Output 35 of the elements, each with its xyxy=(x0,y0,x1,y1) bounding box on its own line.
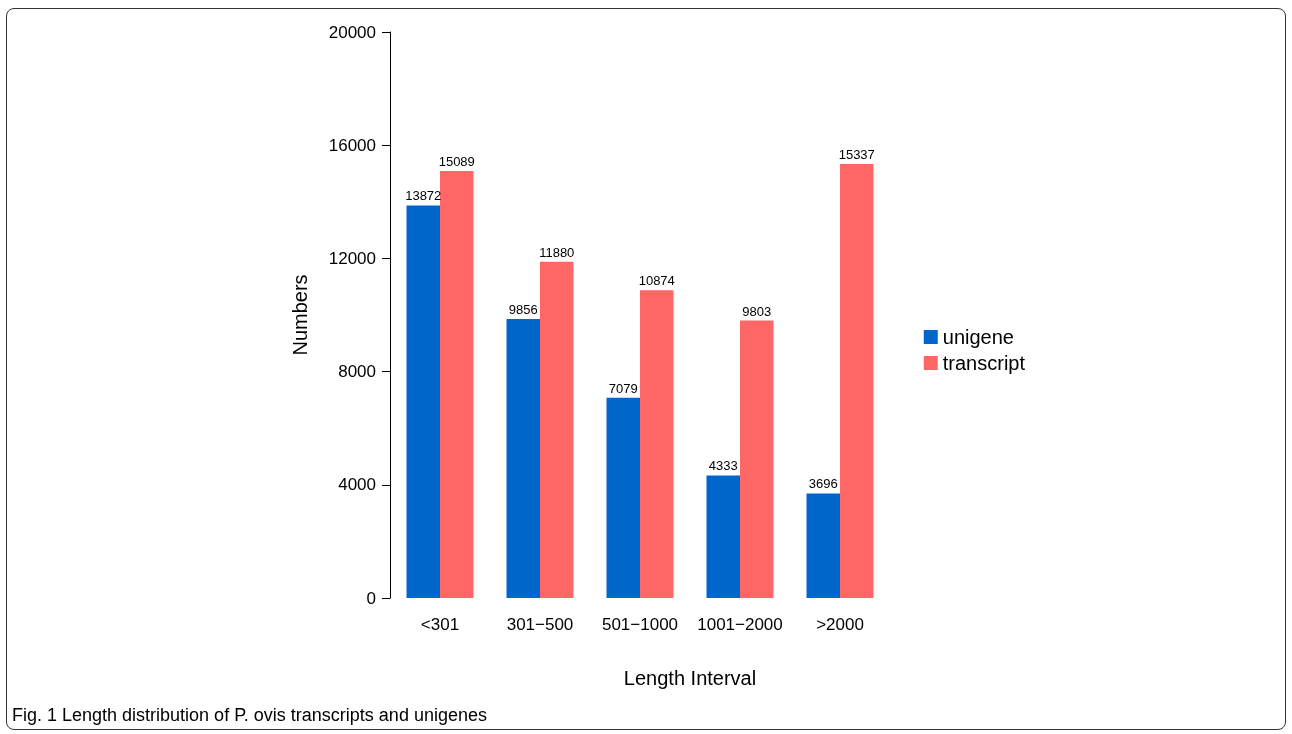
y-tick-label: 0 xyxy=(366,588,376,608)
y-tick-label: 12000 xyxy=(328,248,376,268)
bar xyxy=(406,205,440,598)
x-tick-label: >2000 xyxy=(816,615,864,634)
bar xyxy=(806,493,840,598)
data-label: 9856 xyxy=(508,302,538,318)
data-label: 10874 xyxy=(638,273,675,289)
y-tick-label: 16000 xyxy=(328,135,376,155)
bar xyxy=(640,290,674,598)
data-label: 11880 xyxy=(539,244,575,260)
data-label: 7079 xyxy=(608,380,638,396)
bar xyxy=(740,320,774,598)
y-tick-label: 20000 xyxy=(328,22,376,42)
bar xyxy=(506,319,540,598)
data-label: 4333 xyxy=(708,458,738,474)
legend-label: unigene xyxy=(942,326,1014,348)
x-axis-title: Length Interval xyxy=(623,667,757,689)
bar xyxy=(840,163,874,598)
data-label: 15337 xyxy=(838,146,875,162)
x-tick-label: 501−1000 xyxy=(601,615,679,634)
x-tick-label: 301−500 xyxy=(506,615,574,634)
data-label: 3696 xyxy=(808,476,838,492)
legend-label: transcript xyxy=(942,352,1026,374)
y-tick-label: 8000 xyxy=(338,362,376,382)
bar xyxy=(606,397,640,598)
bar xyxy=(540,261,574,598)
x-tick-label: 1001−2000 xyxy=(697,615,783,634)
data-label: 15089 xyxy=(438,153,475,169)
caption: Fig. 1 Length distribution of P. ovis transcripts and unigenes xyxy=(12,705,487,725)
y-axis-title: Numbers xyxy=(289,274,311,356)
bar xyxy=(706,475,740,598)
bar xyxy=(440,170,474,598)
x-tick-label: <301 xyxy=(420,615,460,634)
data-label: 9803 xyxy=(742,303,772,319)
y-tick-label: 4000 xyxy=(338,475,376,495)
